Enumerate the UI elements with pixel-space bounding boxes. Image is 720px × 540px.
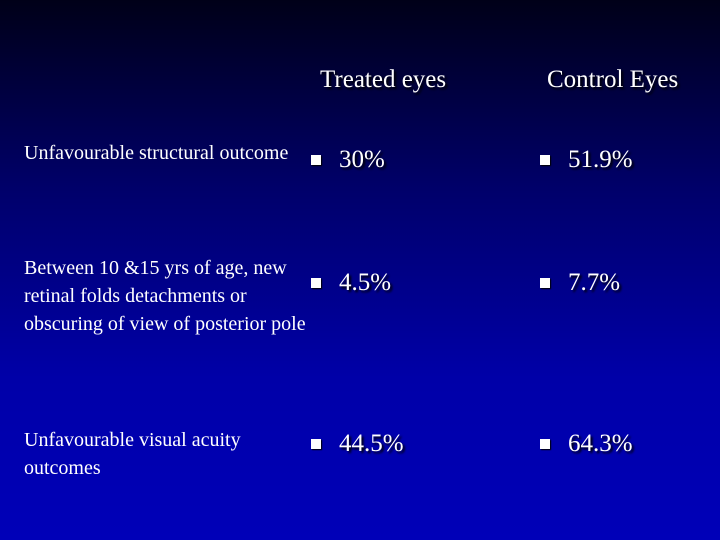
row-label-structural-outcome: Unfavourable structural outcome xyxy=(24,142,289,164)
cell-value: 7.7% xyxy=(568,269,621,296)
cell-control-retinal: 7.7% xyxy=(540,269,620,297)
cell-control-visual: 64.3% xyxy=(540,430,633,458)
square-bullet-icon xyxy=(540,155,550,165)
cell-treated-visual: 44.5% xyxy=(311,430,404,458)
cell-treated-retinal: 4.5% xyxy=(311,269,391,297)
square-bullet-icon xyxy=(311,155,321,165)
cell-value: 30% xyxy=(339,146,385,173)
square-bullet-icon xyxy=(311,439,321,449)
column-header-control: Control Eyes xyxy=(547,66,679,93)
cell-value: 64.3% xyxy=(568,430,633,457)
cell-value: 44.5% xyxy=(339,430,404,457)
cell-treated-structural: 30% xyxy=(311,146,385,174)
square-bullet-icon xyxy=(311,278,321,288)
square-bullet-icon xyxy=(540,278,550,288)
square-bullet-icon xyxy=(540,439,550,449)
cell-control-structural: 51.9% xyxy=(540,146,633,174)
row-label-retinal-folds: Between 10 &15 yrs of age, new retinal f… xyxy=(24,257,306,335)
row-label-visual-acuity: Unfavourable visual acuity outcomes xyxy=(24,429,241,479)
cell-value: 4.5% xyxy=(339,269,392,296)
column-header-treated: Treated eyes xyxy=(320,66,447,93)
cell-value: 51.9% xyxy=(568,146,633,173)
